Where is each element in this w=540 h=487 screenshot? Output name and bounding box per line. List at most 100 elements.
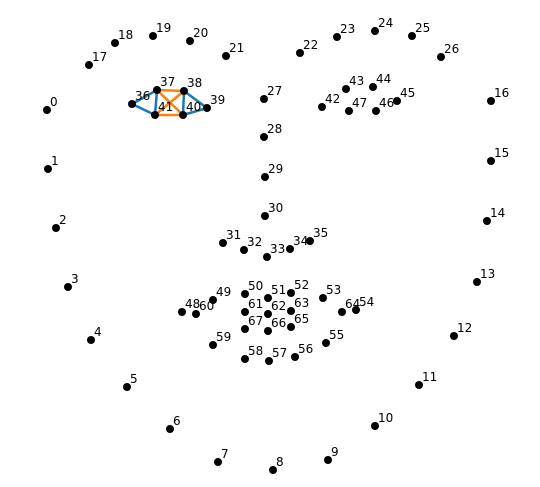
landmark-point-58 [241,355,249,363]
landmark-label-53: 53 [326,283,341,297]
landmark-point-49 [209,296,217,304]
landmark-label-30: 30 [268,201,283,215]
landmark-point-15 [487,157,495,165]
landmark-label-58: 58 [248,344,263,358]
landmark-label-26: 26 [444,42,459,56]
landmark-label-5: 5 [130,372,138,386]
landmark-label-32: 32 [247,235,262,249]
landmark-point-38 [180,87,188,95]
landmark-label-22: 22 [303,38,318,52]
landmark-point-59 [209,341,217,349]
landmark-point-51 [264,294,272,302]
landmark-label-46: 46 [379,96,394,110]
landmark-label-66: 66 [271,316,286,330]
landmark-point-56 [291,353,299,361]
landmark-label-0: 0 [50,95,58,109]
landmark-label-3: 3 [71,272,79,286]
landmark-label-54: 54 [359,295,374,309]
landmark-point-34 [286,245,294,253]
landmark-label-63: 63 [294,296,309,310]
landmark-label-15: 15 [494,146,509,160]
landmark-label-40: 40 [186,100,201,114]
landmark-label-62: 62 [271,299,286,313]
landmark-point-64 [338,308,346,316]
landmark-label-11: 11 [422,370,437,384]
landmark-point-66 [264,327,272,335]
landmark-point-32 [240,246,248,254]
landmark-point-47 [345,107,353,115]
landmark-label-65: 65 [294,312,309,326]
landmark-label-17: 17 [92,50,107,64]
landmark-point-23 [333,33,341,41]
landmark-point-43 [342,85,350,93]
landmark-point-10 [371,422,379,430]
landmark-point-20 [186,37,194,45]
edge-38-41 [153,89,186,117]
landmark-label-59: 59 [216,330,231,344]
edge-37-41 [153,88,159,117]
landmark-label-56: 56 [298,342,313,356]
landmark-point-24 [371,27,379,35]
landmark-point-41 [151,111,159,119]
landmark-label-37: 37 [160,75,175,89]
landmark-point-6 [166,425,174,433]
landmark-label-41: 41 [158,100,173,114]
landmark-label-21: 21 [229,41,244,55]
landmark-point-3 [64,283,72,291]
landmark-point-18 [111,39,119,47]
landmark-point-27 [260,95,268,103]
landmark-point-63 [287,307,295,315]
landmark-label-49: 49 [216,285,231,299]
landmark-point-39 [203,104,211,112]
edge-37-38 [155,88,186,93]
landmark-label-18: 18 [118,28,133,42]
landmark-label-38: 38 [187,76,202,90]
landmark-label-2: 2 [59,213,67,227]
landmark-label-57: 57 [272,346,287,360]
landmark-point-28 [260,133,268,141]
landmark-point-55 [322,339,330,347]
landmark-label-61: 61 [248,297,263,311]
landmark-point-1 [44,165,52,173]
landmark-label-12: 12 [457,321,472,335]
landmark-point-33 [263,253,271,261]
landmark-point-0 [43,106,51,114]
landmark-label-14: 14 [490,206,505,220]
landmark-label-25: 25 [415,21,430,35]
landmark-label-7: 7 [221,447,229,461]
edges-layer [130,88,209,117]
landmark-label-16: 16 [494,86,509,100]
edge-36-41 [130,102,157,117]
landmark-label-45: 45 [400,86,415,100]
landmark-point-21 [222,52,230,60]
landmark-point-17 [85,61,93,69]
landmark-point-4 [87,336,95,344]
landmark-point-45 [393,97,401,105]
landmark-point-40 [179,111,187,119]
landmark-point-11 [415,381,423,389]
landmark-point-19 [149,32,157,40]
landmark-label-43: 43 [349,74,364,88]
landmark-label-20: 20 [193,26,208,40]
landmark-point-54 [352,306,360,314]
landmark-label-24: 24 [378,16,393,30]
landmark-label-60: 60 [199,299,214,313]
landmark-point-31 [219,239,227,247]
landmark-label-42: 42 [325,92,340,106]
landmark-point-44 [369,83,377,91]
landmark-point-13 [473,278,481,286]
landmark-point-30 [261,212,269,220]
landmark-label-9: 9 [331,445,339,459]
landmark-point-46 [372,107,380,115]
landmark-label-13: 13 [480,267,495,281]
landmark-label-1: 1 [51,154,59,168]
landmark-label-8: 8 [276,455,284,469]
landmark-point-65 [287,323,295,331]
landmark-label-4: 4 [94,325,102,339]
landmark-point-22 [296,49,304,57]
edge-36-37 [130,88,159,106]
landmark-point-9 [324,456,332,464]
landmark-point-29 [261,173,269,181]
